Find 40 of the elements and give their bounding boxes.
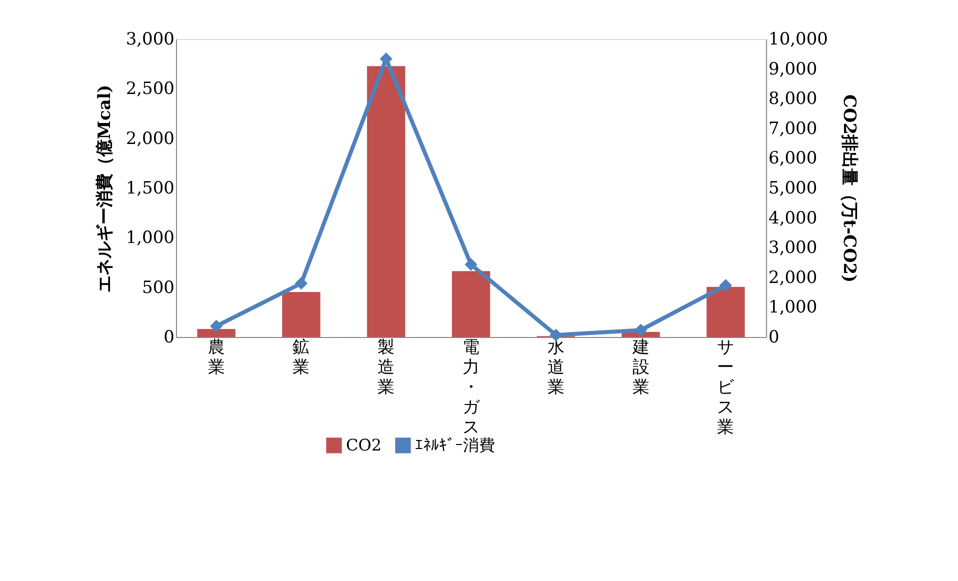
- y2-tick-label: 1,000: [768, 298, 818, 318]
- point: [294, 277, 308, 290]
- x-tick-label: 電力・ガス: [462, 338, 480, 438]
- bar: [452, 271, 490, 337]
- y-tick-label: 3,000: [126, 30, 174, 50]
- point: [210, 320, 223, 332]
- y2-tick-label: 5,000: [768, 178, 818, 198]
- y2-tick-label: 4,000: [768, 208, 818, 228]
- point: [380, 52, 392, 66]
- x-tick-label: 鉱業: [292, 338, 310, 378]
- legend-label: ｴﾈﾙｷﾞｰ消費: [415, 435, 495, 454]
- x-tick-label: 水道業: [547, 338, 564, 398]
- point: [719, 279, 732, 292]
- y2-tick-label: 6,000: [768, 148, 818, 169]
- x-tick-label: 建設業: [631, 338, 650, 398]
- y-tick-label: 1,000: [126, 228, 174, 248]
- bar: [282, 292, 320, 337]
- bar: [367, 66, 406, 337]
- x-tick-label: サービス業: [717, 338, 736, 438]
- point: [464, 258, 478, 271]
- y2-tick-label: 9,000: [768, 59, 818, 80]
- y-axis-title: エネルギー消費（億Mcal): [94, 84, 115, 292]
- bar: [197, 328, 236, 337]
- point: [634, 324, 648, 336]
- y2-tick-label: 8,000: [768, 89, 818, 110]
- y-tick-label: 1,500: [126, 178, 174, 198]
- x-tick-label: 農業: [208, 338, 225, 378]
- y-tick-label: 500: [142, 278, 174, 298]
- y2-tick-label: 3,000: [768, 238, 818, 258]
- legend-label: CO2: [346, 435, 382, 454]
- y-tick-label: 2,500: [126, 79, 174, 100]
- y-tick-label: 0: [164, 328, 174, 348]
- y2-tick-label: 2,000: [768, 268, 818, 288]
- y2-tick-label: 10,000: [768, 30, 828, 50]
- y2-axis-title: CO2排出量（万t-CO2): [838, 94, 859, 283]
- bar: [706, 286, 745, 337]
- y-tick-label: 2,000: [126, 128, 174, 149]
- y2-tick-label: 0: [768, 328, 780, 348]
- y2-tick-label: 7,000: [768, 118, 818, 139]
- x-tick-label: 製造業: [378, 338, 395, 398]
